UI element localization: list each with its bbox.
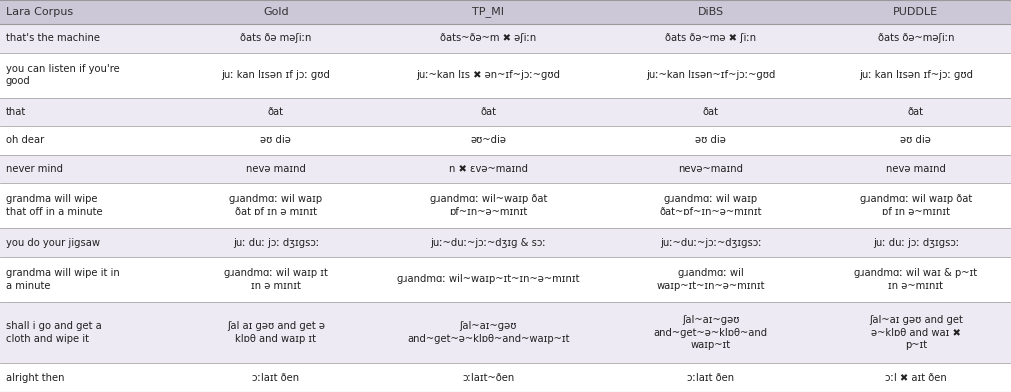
Text: grandma will wipe it in
a minute: grandma will wipe it in a minute: [6, 268, 119, 291]
Text: alright then: alright then: [6, 373, 65, 383]
Text: ɡɹandmɑː wil waɪp
ðat ɒf ɪn ə mɪnɪt: ɡɹandmɑː wil waɪp ðat ɒf ɪn ə mɪnɪt: [228, 194, 323, 217]
Text: juː duː jɔː dʒɪɡsɔː: juː duː jɔː dʒɪɡsɔː: [871, 238, 958, 248]
Bar: [0, 257, 1011, 302]
Text: ðat: ðat: [907, 107, 923, 117]
Bar: [0, 53, 1011, 98]
Text: ðat: ðat: [268, 107, 283, 117]
Text: ʃal~aɪ ɡəʊ and ɡet
ə~klɒθ and waɪ ✖
p~ɪt: ʃal~aɪ ɡəʊ and ɡet ə~klɒθ and waɪ ✖ p~ɪt: [868, 315, 961, 350]
Text: ðat: ðat: [703, 107, 718, 117]
Text: ɔːlaɪt ðen: ɔːlaɪt ðen: [686, 373, 734, 383]
Text: juː kan lɪsən ɪf jɔː ɡʊd: juː kan lɪsən ɪf jɔː ɡʊd: [221, 70, 330, 80]
Text: juː~duː~jɔː~dʒɪɡ & sɔː: juː~duː~jɔː~dʒɪɡ & sɔː: [430, 238, 546, 248]
Text: shall i go and get a
cloth and wipe it: shall i go and get a cloth and wipe it: [6, 321, 102, 344]
Text: never mind: never mind: [6, 164, 63, 174]
Text: nevə maɪnd: nevə maɪnd: [885, 164, 945, 174]
Text: ɡɹandmɑː wil
waɪp~ɪt~ɪn~ə~mɪnɪt: ɡɹandmɑː wil waɪp~ɪt~ɪn~ə~mɪnɪt: [656, 268, 764, 291]
Text: əʊ diə: əʊ diə: [695, 136, 726, 145]
Text: ɔːlaɪt ðen: ɔːlaɪt ðen: [252, 373, 299, 383]
Text: DiBS: DiBS: [698, 7, 723, 17]
Text: PUDDLE: PUDDLE: [893, 7, 937, 17]
Bar: [0, 24, 1011, 53]
Bar: [0, 302, 1011, 363]
Bar: [0, 0, 1011, 24]
Text: ðats ðə məʃiːn: ðats ðə məʃiːn: [240, 33, 311, 43]
Text: n ✖ ɛvə~maɪnd: n ✖ ɛvə~maɪnd: [448, 164, 528, 174]
Text: ɡɹandmɑː wil waɪp
ðat~ɒf~ɪn~ə~mɪnɪt: ɡɹandmɑː wil waɪp ðat~ɒf~ɪn~ə~mɪnɪt: [659, 194, 761, 217]
Bar: [0, 363, 1011, 392]
Text: ɡɹandmɑː wil waɪp ðat
ɒf ɪn ə~mɪnɪt: ɡɹandmɑː wil waɪp ðat ɒf ɪn ə~mɪnɪt: [859, 194, 971, 217]
Text: ɔːlaɪt~ðen: ɔːlaɪt~ðen: [462, 373, 514, 383]
Text: ʃal~aɪ~ɡəʊ
and~ɡet~ə~klɒθ~and
waɪp~ɪt: ʃal~aɪ~ɡəʊ and~ɡet~ə~klɒθ~and waɪp~ɪt: [653, 315, 767, 350]
Text: ɔːl ✖ aɪt ðen: ɔːl ✖ aɪt ðen: [884, 373, 946, 383]
Text: ʃal~aɪ~ɡəʊ
and~ɡet~ə~klɒθ~and~waɪp~ɪt: ʃal~aɪ~ɡəʊ and~ɡet~ə~klɒθ~and~waɪp~ɪt: [406, 321, 569, 344]
Bar: [0, 155, 1011, 183]
Text: ɡɹandmɑː wil~waɪp~ɪt~ɪn~ə~mɪnɪt: ɡɹandmɑː wil~waɪp~ɪt~ɪn~ə~mɪnɪt: [396, 274, 579, 285]
Bar: [0, 229, 1011, 257]
Text: you can listen if you're
good: you can listen if you're good: [6, 64, 119, 87]
Text: juː~kan lɪs ✖ ən~ɪf~jɔː~ɡʊd: juː~kan lɪs ✖ ən~ɪf~jɔː~ɡʊd: [416, 70, 560, 80]
Text: əʊ diə: əʊ diə: [900, 136, 930, 145]
Text: ðats ðə~məʃiːn: ðats ðə~məʃiːn: [877, 33, 953, 43]
Text: juː kan lɪsən ɪf~jɔː ɡʊd: juː kan lɪsən ɪf~jɔː ɡʊd: [858, 70, 972, 80]
Text: Lara Corpus: Lara Corpus: [6, 7, 73, 17]
Text: TP_MI: TP_MI: [472, 7, 503, 18]
Text: juː~duː~jɔː~dʒɪɡsɔː: juː~duː~jɔː~dʒɪɡsɔː: [659, 238, 761, 248]
Text: that's the machine: that's the machine: [6, 33, 100, 43]
Text: juː~kan lɪsən~ɪf~jɔː~ɡʊd: juː~kan lɪsən~ɪf~jɔː~ɡʊd: [646, 70, 774, 80]
Text: nevə maɪnd: nevə maɪnd: [246, 164, 305, 174]
Text: nevə~maɪnd: nevə~maɪnd: [677, 164, 743, 174]
Text: ɡɹandmɑː wil~waɪp ðat
ɒf~ɪn~ə~mɪnɪt: ɡɹandmɑː wil~waɪp ðat ɒf~ɪn~ə~mɪnɪt: [430, 194, 546, 217]
Bar: [0, 126, 1011, 155]
Text: you do your jigsaw: you do your jigsaw: [6, 238, 100, 248]
Text: oh dear: oh dear: [6, 136, 44, 145]
Text: ɡɹandmɑː wil waɪ & p~ɪt
ɪn ə~mɪnɪt: ɡɹandmɑː wil waɪ & p~ɪt ɪn ə~mɪnɪt: [853, 268, 977, 291]
Bar: [0, 98, 1011, 126]
Text: grandma will wipe
that off in a minute: grandma will wipe that off in a minute: [6, 194, 102, 217]
Bar: [0, 183, 1011, 229]
Text: ɡɹandmɑː wil waɪp ɪt
ɪn ə mɪnɪt: ɡɹandmɑː wil waɪp ɪt ɪn ə mɪnɪt: [223, 268, 328, 291]
Text: əʊ diə: əʊ diə: [260, 136, 291, 145]
Text: əʊ~diə: əʊ~diə: [470, 136, 506, 145]
Text: ðats ðə~mə ✖ ʃiːn: ðats ðə~mə ✖ ʃiːn: [664, 33, 756, 43]
Text: ʃal aɪ ɡəʊ and ɡet ə
klɒθ and waɪp ɪt: ʃal aɪ ɡəʊ and ɡet ə klɒθ and waɪp ɪt: [226, 321, 325, 344]
Text: ðat: ðat: [480, 107, 495, 117]
Text: Gold: Gold: [263, 7, 288, 17]
Text: ðats~ðə~m ✖ əʃiːn: ðats~ðə~m ✖ əʃiːn: [440, 33, 536, 43]
Text: that: that: [6, 107, 26, 117]
Text: juː duː jɔː dʒɪɡsɔː: juː duː jɔː dʒɪɡsɔː: [233, 238, 318, 248]
